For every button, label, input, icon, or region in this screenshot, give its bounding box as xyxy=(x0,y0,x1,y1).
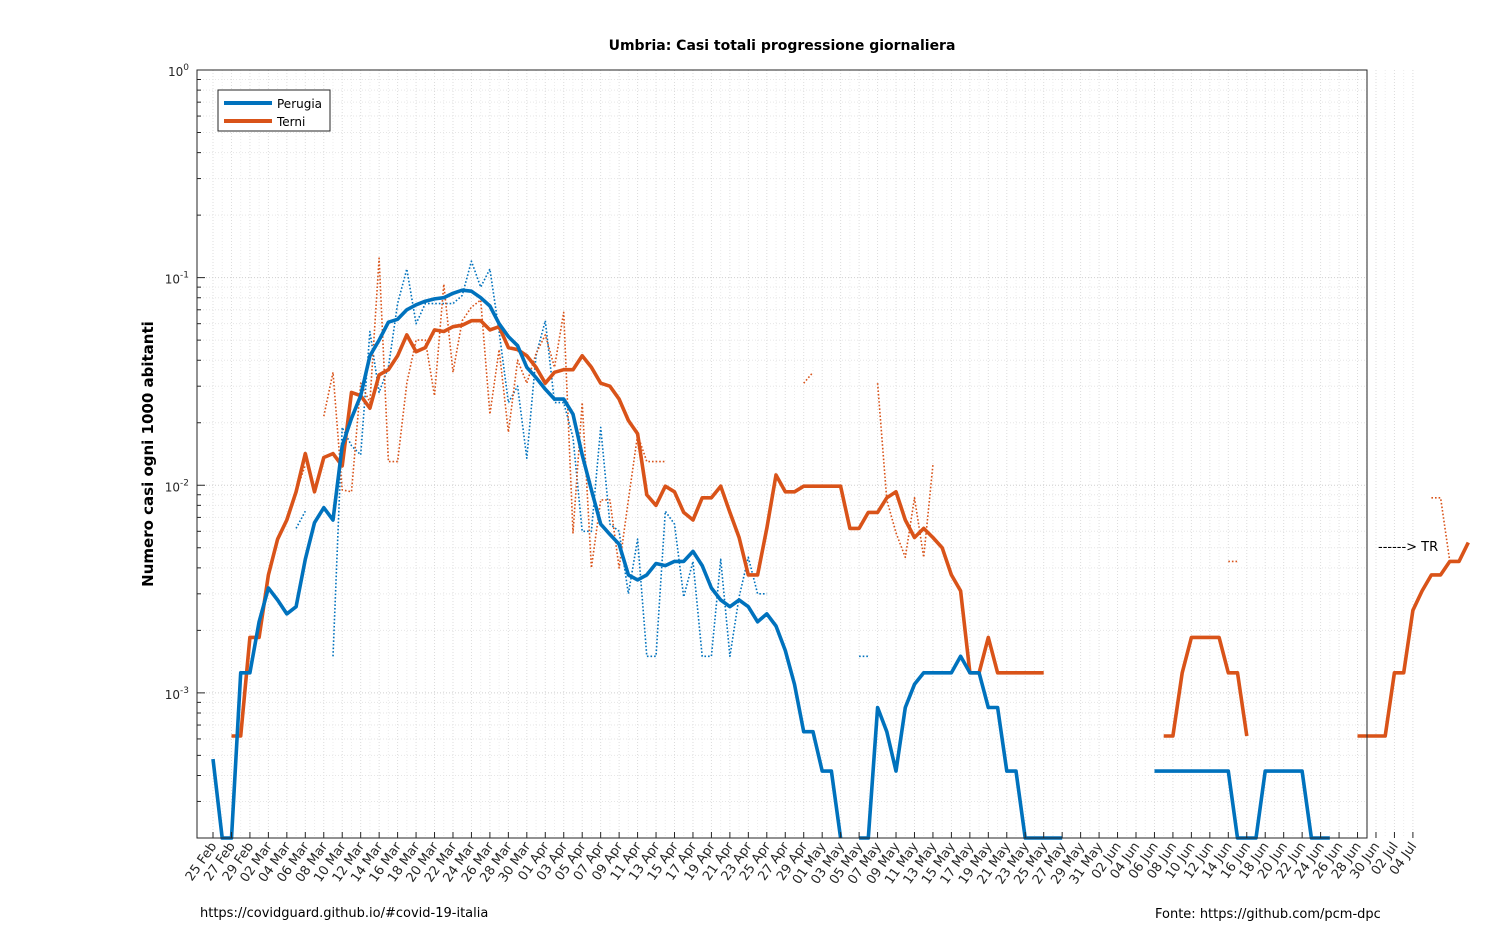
tr-annotation: ------> TR xyxy=(1378,540,1438,555)
plot-frame xyxy=(196,69,1368,839)
y-tick-label: 100 xyxy=(168,63,189,79)
footer-source-link[interactable]: https://covidguard.github.io/#covid-19-i… xyxy=(200,906,489,921)
series-line xyxy=(295,257,1451,569)
series-line xyxy=(231,318,1470,738)
legend: Perugia Terni xyxy=(217,89,331,132)
footer-data-credit: Fonte: https://github.com/pcm-dpc xyxy=(1155,907,1381,922)
series-layer xyxy=(211,257,1470,840)
daily-series-3 xyxy=(295,257,1451,569)
y-tick-label: 10-1 xyxy=(165,271,189,287)
legend-item: Terni xyxy=(224,115,305,129)
plot-area xyxy=(197,70,1367,838)
legend-label: Terni xyxy=(276,115,305,129)
trend-series-1 xyxy=(231,318,1470,738)
y-tick-label: 10-2 xyxy=(165,478,189,494)
legend-item: Perugia xyxy=(224,97,322,111)
y-axis-label: Numero casi ogni 1000 abitanti xyxy=(139,321,157,587)
chart-title: Umbria: Casi totali progressione giornal… xyxy=(609,38,956,54)
legend-box xyxy=(217,89,331,132)
y-tick-label: 10-3 xyxy=(165,686,189,702)
daily-series-2 xyxy=(295,260,869,658)
legend-label: Perugia xyxy=(277,97,322,111)
series-line xyxy=(295,260,869,658)
